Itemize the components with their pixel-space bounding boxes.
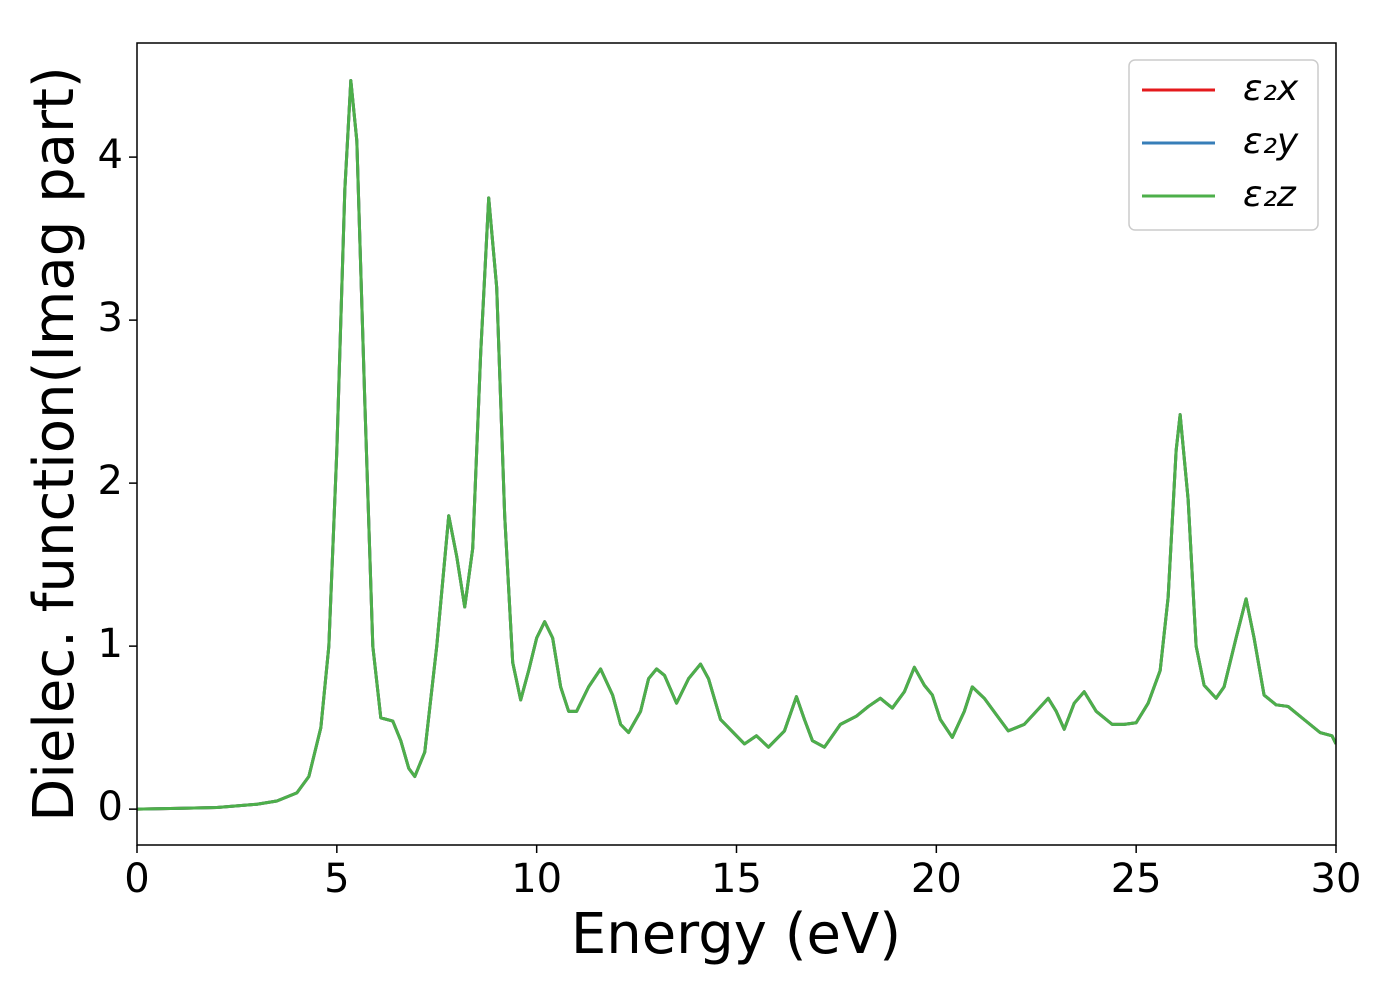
x-axis-label: Energy (eV): [571, 902, 901, 967]
plot-frame: [136, 42, 1337, 846]
y-tick-label: 2: [98, 458, 123, 504]
x-tick-label: 30: [1311, 856, 1362, 902]
y-tick-label: 3: [98, 295, 123, 341]
series-line: [137, 78, 1336, 811]
x-tick-label: 15: [711, 856, 762, 902]
legend-label: ε₂x: [1243, 68, 1299, 109]
legend-label: ε₂y: [1243, 121, 1299, 162]
x-tick-label: 25: [1111, 856, 1162, 902]
legend-box: [1128, 59, 1319, 231]
x-tick-label: 5: [324, 856, 349, 902]
x-tick-label: 10: [511, 856, 562, 902]
x-tick-label: 0: [124, 856, 149, 902]
legend-label: ε₂z: [1243, 174, 1297, 215]
y-tick-label: 0: [98, 784, 123, 830]
y-tick-label: 4: [98, 132, 123, 178]
x-tick-label: 20: [911, 856, 962, 902]
y-axis-label: Dielec. function(Imag part): [22, 66, 87, 822]
y-tick-label: 1: [98, 621, 123, 667]
